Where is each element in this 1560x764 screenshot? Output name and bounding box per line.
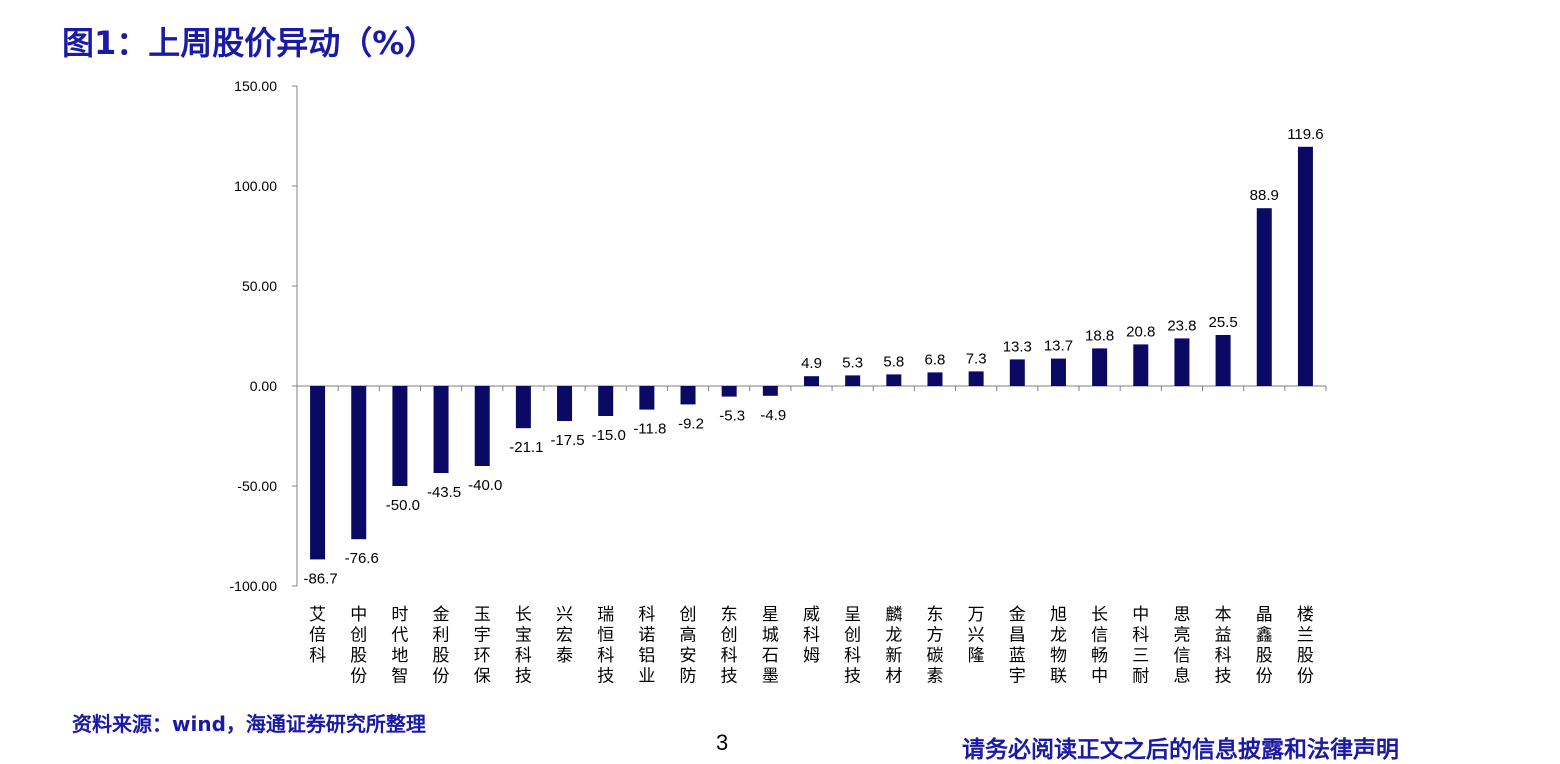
bar <box>515 386 531 429</box>
category-label: 旭龙物联 <box>1050 605 1067 687</box>
bar <box>1174 338 1190 386</box>
data-label: -40.0 <box>468 477 502 494</box>
category-label: 玉宇环保 <box>474 605 491 687</box>
category-label: 思亮信息 <box>1173 605 1190 687</box>
data-label: 7.3 <box>966 350 987 367</box>
category-label: 楼兰股份 <box>1297 605 1314 687</box>
y-tick-label: 100.00 <box>234 178 277 194</box>
category-label: 万兴隆 <box>968 605 985 666</box>
category-label: 科诺铝业 <box>638 605 655 687</box>
data-label: 4.9 <box>801 355 822 372</box>
data-label: -76.6 <box>345 550 379 567</box>
data-label: -4.9 <box>760 407 786 424</box>
bar <box>680 386 696 405</box>
category-label: 威科姆 <box>803 605 820 666</box>
data-label: -21.1 <box>509 439 543 456</box>
bar <box>1092 348 1108 386</box>
data-label: -50.0 <box>386 497 420 514</box>
bar-chart: 150.00 100.00 50.00 0.00 -50.00 -100.00 -86.7 艾… <box>230 78 1327 687</box>
bar <box>557 386 573 421</box>
data-label: 5.8 <box>883 353 904 370</box>
bar <box>1050 358 1066 386</box>
bar <box>721 386 737 397</box>
category-label: 金利股份 <box>433 605 450 687</box>
data-label: 13.3 <box>1003 338 1032 355</box>
bar <box>1009 359 1025 386</box>
bar <box>886 374 902 386</box>
bar <box>1256 208 1272 386</box>
page-number: 3 <box>716 730 729 755</box>
bar <box>474 386 490 466</box>
category-label: 艾倍科 <box>309 605 326 666</box>
data-label: 88.9 <box>1250 187 1279 204</box>
category-label: 星城石墨 <box>762 605 779 687</box>
bar <box>845 375 861 386</box>
category-label: 呈创科技 <box>844 605 861 687</box>
bar <box>804 376 819 386</box>
data-label: -86.7 <box>303 570 337 587</box>
y-tick-label: 150.00 <box>234 78 277 94</box>
category-label: 东创科技 <box>721 605 738 687</box>
category-label: 长宝科技 <box>515 605 532 687</box>
category-label: 中创股份 <box>350 605 367 687</box>
data-label: 25.5 <box>1208 314 1237 331</box>
y-tick-label: -50.00 <box>237 478 277 494</box>
data-label: -15.0 <box>592 427 626 444</box>
bar <box>433 386 449 473</box>
bar <box>1215 335 1231 386</box>
y-tick-label: -100.00 <box>230 578 278 594</box>
y-tick-label: 0.00 <box>250 378 277 394</box>
bar <box>392 386 408 486</box>
bar <box>1133 344 1149 386</box>
category-label: 长信畅中 <box>1091 605 1108 687</box>
data-label: 20.8 <box>1126 323 1155 340</box>
bar <box>927 372 943 386</box>
category-label: 晶鑫股份 <box>1256 605 1273 687</box>
chart-title: 图1：上周股价异动（%） <box>62 24 437 62</box>
category-label: 麟龙新材 <box>885 605 902 687</box>
category-label: 时代地智 <box>391 605 408 687</box>
data-label: -17.5 <box>550 432 584 449</box>
category-label: 创高安防 <box>680 605 697 687</box>
data-label: 23.8 <box>1167 317 1196 334</box>
bar <box>762 386 778 396</box>
data-label: 119.6 <box>1287 126 1323 143</box>
disclaimer-link[interactable]: 请务必阅读正文之后的信息披露和法律声明 <box>962 736 1399 763</box>
category-label: 本益科技 <box>1215 605 1232 687</box>
category-label: 瑞恒科技 <box>597 605 614 687</box>
bar <box>310 386 326 560</box>
category-label: 东方碳素 <box>926 605 943 687</box>
bar <box>1297 146 1313 386</box>
data-label: 18.8 <box>1085 327 1114 344</box>
data-label: 6.8 <box>925 351 946 368</box>
data-label: -9.2 <box>678 415 704 432</box>
source-note: 资料来源：wind，海通证券研究所整理 <box>72 712 426 736</box>
bar <box>351 386 367 540</box>
data-label: -43.5 <box>427 484 461 501</box>
category-label: 中科三耐 <box>1132 605 1149 687</box>
data-label: 13.7 <box>1044 338 1073 355</box>
category-label: 兴宏泰 <box>556 605 573 666</box>
data-label: 5.3 <box>842 354 863 371</box>
category-label: 金昌蓝宇 <box>1009 605 1026 687</box>
bar <box>598 386 614 416</box>
y-tick-label: 50.00 <box>242 278 277 294</box>
data-label: -11.8 <box>633 421 666 438</box>
data-label: -5.3 <box>719 408 745 425</box>
bar <box>968 371 984 386</box>
bar <box>639 386 655 410</box>
